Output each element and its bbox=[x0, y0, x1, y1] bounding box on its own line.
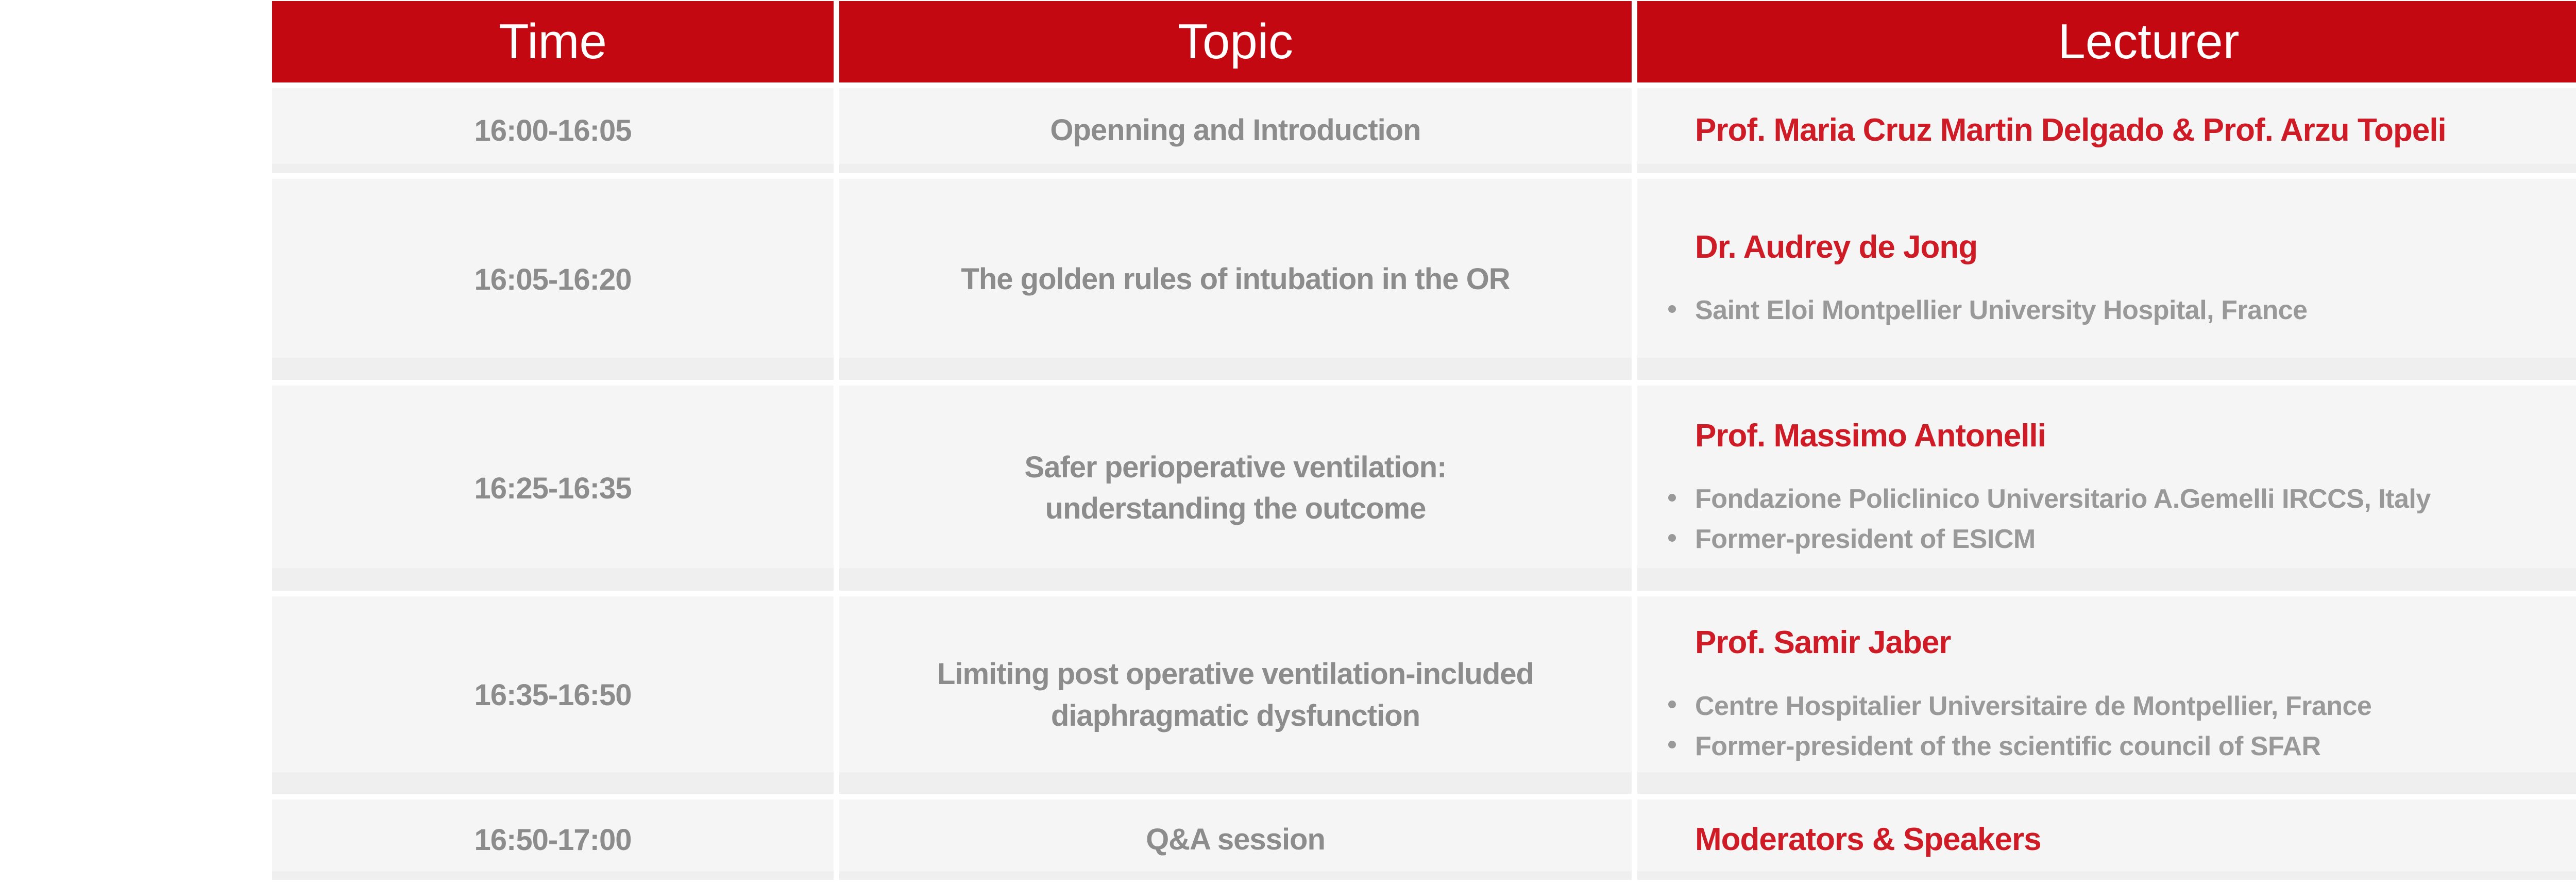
topic-line: understanding the outcome bbox=[1045, 492, 1427, 525]
lecturer-cell: Moderators & Speakers bbox=[1637, 799, 2576, 880]
program-table: Time Topic Lecturer 16:00-16:05 Openning… bbox=[272, 1, 2576, 880]
topic-cell: Openning and Introduction bbox=[839, 88, 1632, 173]
lecturer-name: Prof. Maria Cruz Martin Delgado & Prof. … bbox=[1695, 112, 2447, 148]
header-cell-topic: Topic bbox=[839, 1, 1632, 82]
topic-line: Openning and Introduction bbox=[1050, 113, 1421, 147]
lecturer-name: Dr. Audrey de Jong bbox=[1695, 229, 1978, 265]
time-cell: 16:25-16:35 bbox=[272, 386, 834, 591]
affiliation-item: Former-president of the scientific counc… bbox=[1668, 726, 2371, 767]
lecturer-name: Prof. Massimo Antonelli bbox=[1695, 418, 2046, 454]
time-cell: 16:50-17:00 bbox=[272, 799, 834, 880]
topic-line: diaphragmatic dysfunction bbox=[1050, 698, 1420, 732]
topic-cell: Safer perioperative ventilation: understa… bbox=[839, 386, 1632, 591]
affiliation-list: Saint Eloi Montpellier University Hospit… bbox=[1668, 290, 2308, 330]
topic-cell: Limiting post operative ventilation-incl… bbox=[839, 596, 1632, 794]
header-cell-lecturer: Lecturer bbox=[1637, 1, 2576, 82]
affiliation-item: Former-president of ESICM bbox=[1668, 519, 2431, 559]
time-cell: 16:05-16:20 bbox=[272, 179, 834, 380]
lecturer-name: Prof. Samir Jaber bbox=[1695, 625, 1951, 661]
topic-line: Limiting post operative ventilation-incl… bbox=[937, 657, 1534, 691]
topic-cell: The golden rules of intubation in the OR bbox=[839, 179, 1632, 380]
time-cell: 16:00-16:05 bbox=[272, 88, 834, 173]
affiliation-item: Saint Eloi Montpellier University Hospit… bbox=[1668, 290, 2308, 330]
topic-cell: Q&A session bbox=[839, 799, 1632, 880]
affiliation-item: Centre Hospitalier Universitaire de Mont… bbox=[1668, 686, 2372, 726]
lecturer-cell: Prof. Maria Cruz Martin Delgado & Prof. … bbox=[1637, 88, 2576, 173]
topic-line: Q&A session bbox=[1146, 822, 1326, 856]
header-cell-time: Time bbox=[272, 1, 834, 82]
lecturer-cell: Prof. Massimo Antonelli Fondazione Polic… bbox=[1637, 386, 2576, 591]
lecturer-name: Moderators & Speakers bbox=[1695, 821, 2042, 857]
lecturer-cell: Dr. Audrey de Jong Saint Eloi Montpellie… bbox=[1637, 179, 2576, 380]
time-cell: 16:35-16:50 bbox=[272, 596, 834, 794]
lecturer-cell: Prof. Samir Jaber Centre Hospitalier Uni… bbox=[1637, 596, 2576, 794]
affiliation-list: Fondazione Policlinico Universitario A.G… bbox=[1668, 479, 2431, 559]
topic-line: The golden rules of intubation in the OR bbox=[961, 262, 1510, 296]
topic-line: Safer perioperative ventilation: bbox=[1024, 450, 1447, 484]
affiliation-list: Centre Hospitalier Universitaire de Mont… bbox=[1668, 686, 2372, 767]
affiliation-item: Fondazione Policlinico Universitario A.G… bbox=[1668, 479, 2431, 519]
